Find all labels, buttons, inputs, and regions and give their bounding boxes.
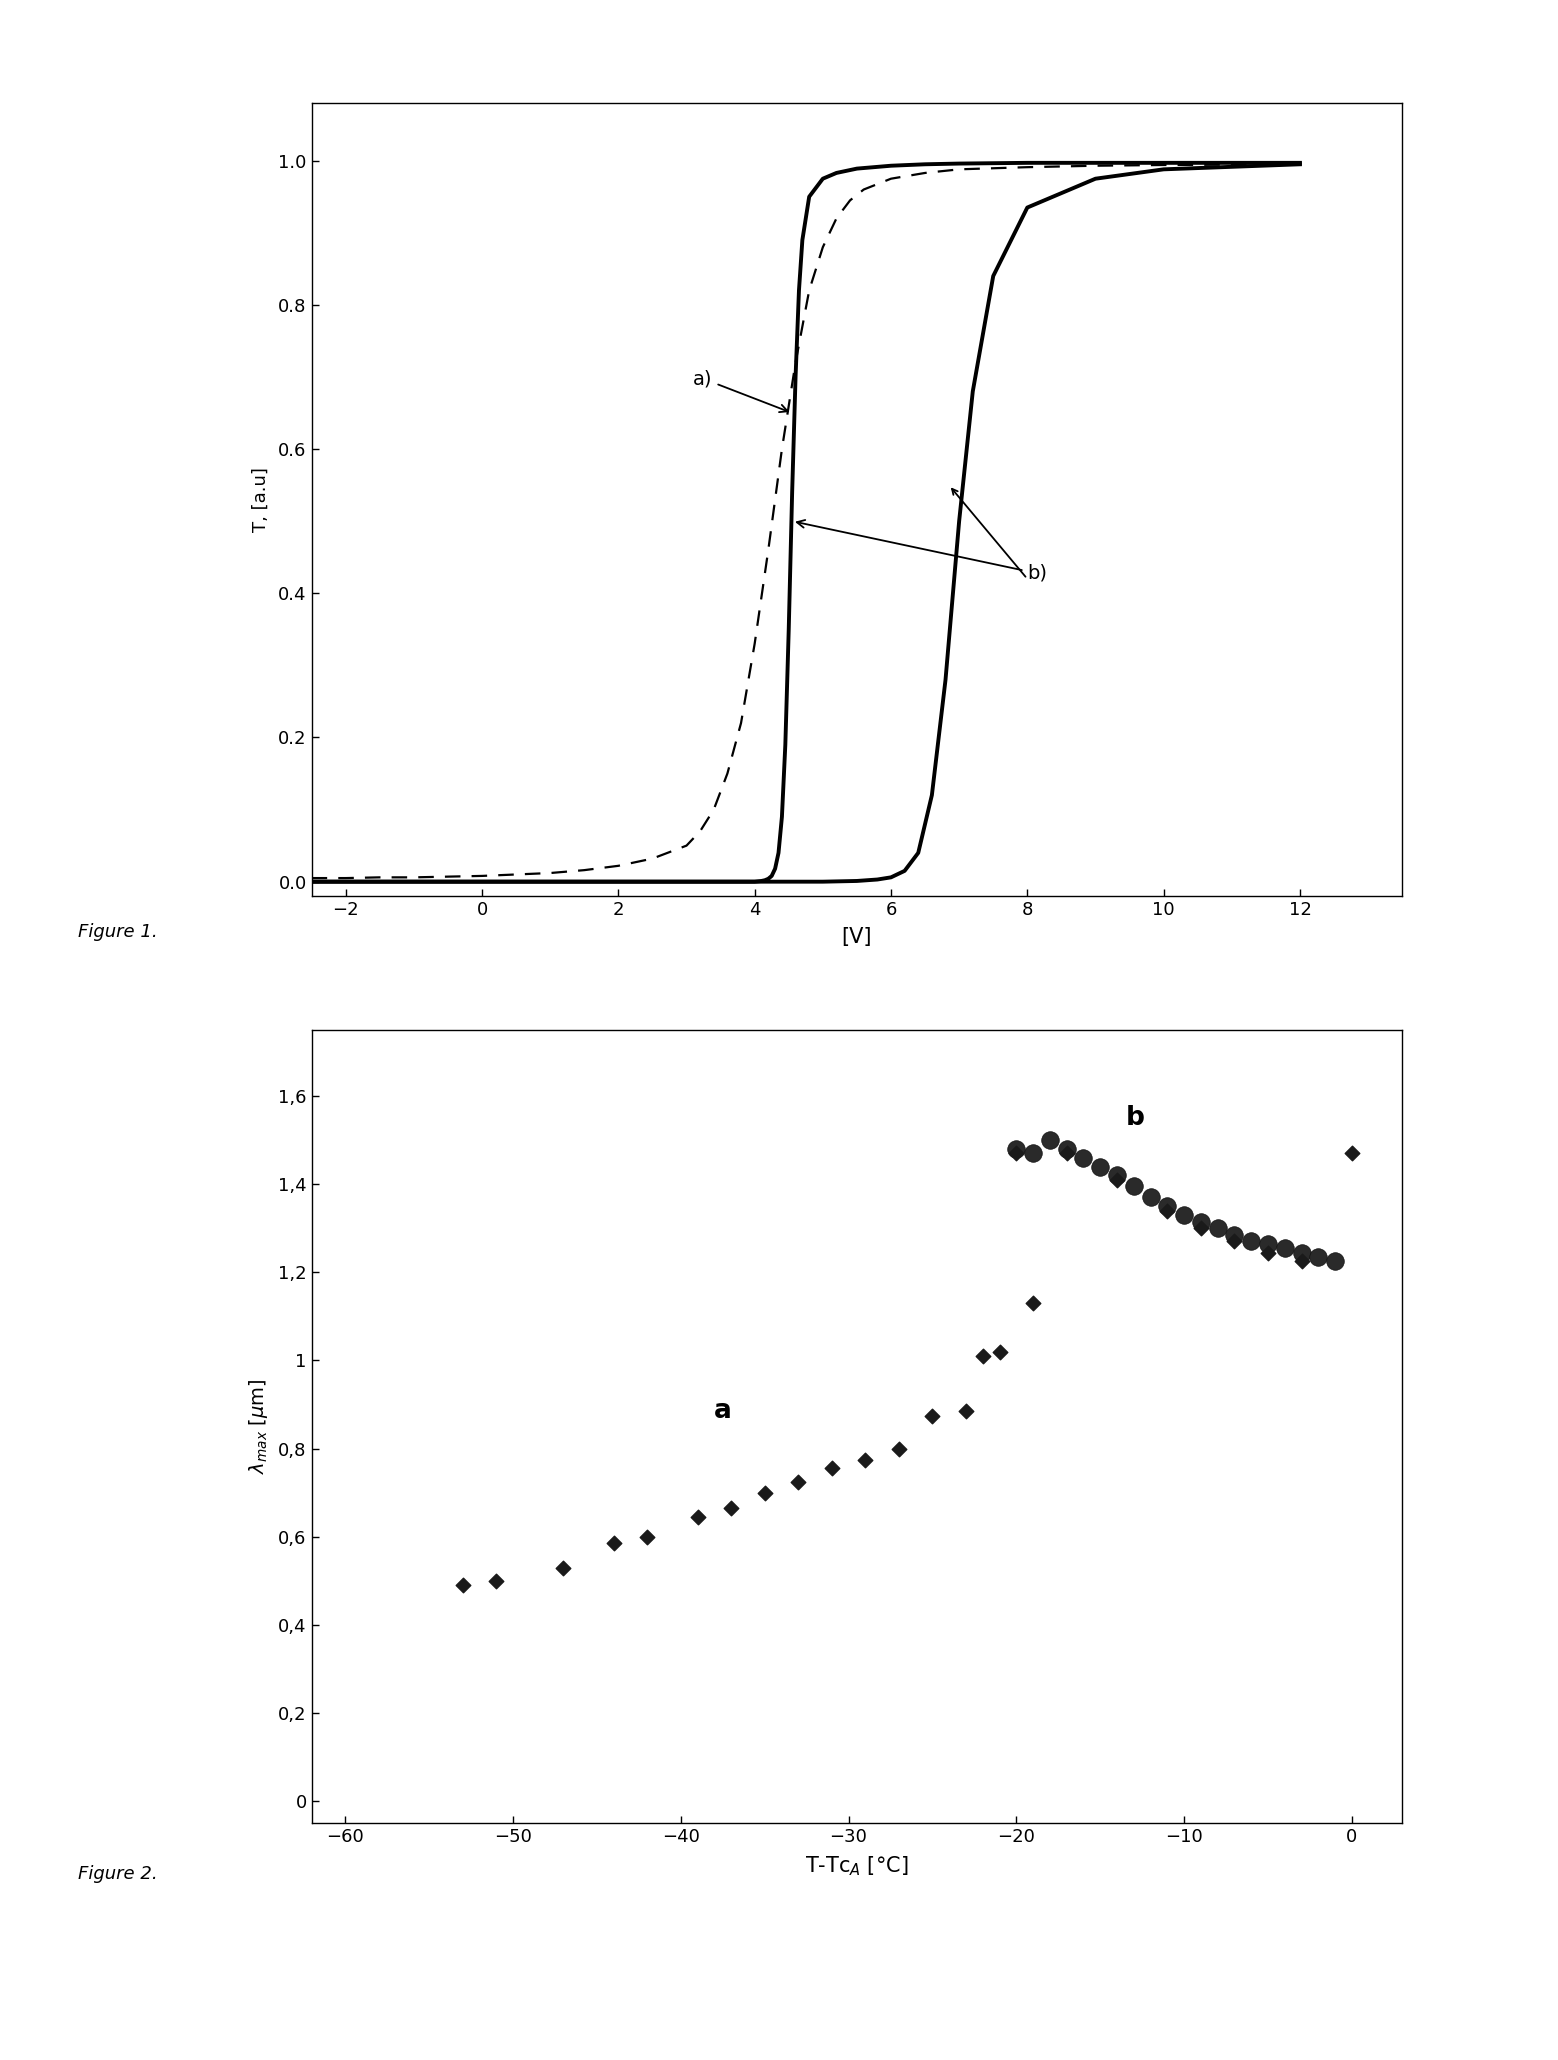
Point: [953, 1395, 978, 1428]
Point: [450, 1570, 475, 1603]
Point: [852, 1444, 877, 1477]
X-axis label: T-Tc$_A$ [°C]: T-Tc$_A$ [°C]: [805, 1854, 908, 1879]
Point: [1189, 1211, 1214, 1244]
Text: b): b): [796, 519, 1047, 583]
Point: [1323, 1244, 1348, 1277]
Point: [1256, 1236, 1281, 1269]
Point: [1020, 1288, 1045, 1320]
Point: [1038, 1123, 1063, 1156]
Point: [1055, 1133, 1080, 1166]
Point: [483, 1564, 508, 1596]
Text: Figure 1.: Figure 1.: [78, 923, 157, 941]
Point: [988, 1335, 1013, 1368]
Point: [1105, 1160, 1130, 1193]
Point: [686, 1500, 710, 1533]
Point: [1221, 1217, 1246, 1250]
Point: [1105, 1164, 1130, 1197]
Point: [1288, 1244, 1313, 1277]
Point: [785, 1465, 810, 1498]
Point: [1189, 1205, 1214, 1238]
Text: a: a: [714, 1399, 732, 1423]
Point: [753, 1477, 777, 1510]
Text: a): a): [693, 369, 788, 412]
X-axis label: [V]: [V]: [841, 927, 872, 948]
Point: [1137, 1180, 1162, 1213]
Point: [1221, 1226, 1246, 1259]
Point: [820, 1452, 844, 1485]
Point: [718, 1491, 743, 1524]
Point: [1288, 1236, 1313, 1269]
Point: [1122, 1170, 1147, 1203]
Point: [1154, 1195, 1179, 1228]
Point: [1154, 1191, 1179, 1224]
Y-axis label: $\lambda_{max}$ [$\mu$m]: $\lambda_{max}$ [$\mu$m]: [246, 1378, 270, 1475]
Point: [1020, 1137, 1045, 1170]
Point: [552, 1551, 576, 1584]
Point: [1239, 1226, 1264, 1259]
Point: [1256, 1228, 1281, 1261]
Point: [1306, 1240, 1331, 1273]
Point: [1172, 1199, 1197, 1232]
Point: [601, 1526, 626, 1559]
Point: [1003, 1133, 1028, 1166]
Point: [1070, 1141, 1095, 1174]
Y-axis label: T, [a.u]: T, [a.u]: [252, 468, 270, 531]
Point: [1003, 1137, 1028, 1170]
Point: [1055, 1137, 1080, 1170]
Point: [1340, 1137, 1365, 1170]
Point: [971, 1339, 996, 1372]
Point: [1087, 1149, 1112, 1182]
Text: b: b: [1125, 1104, 1144, 1131]
Text: Figure 2.: Figure 2.: [78, 1864, 157, 1883]
Point: [1206, 1211, 1231, 1244]
Point: [919, 1399, 944, 1432]
Point: [1273, 1232, 1298, 1265]
Point: [634, 1520, 659, 1553]
Point: [887, 1432, 911, 1465]
